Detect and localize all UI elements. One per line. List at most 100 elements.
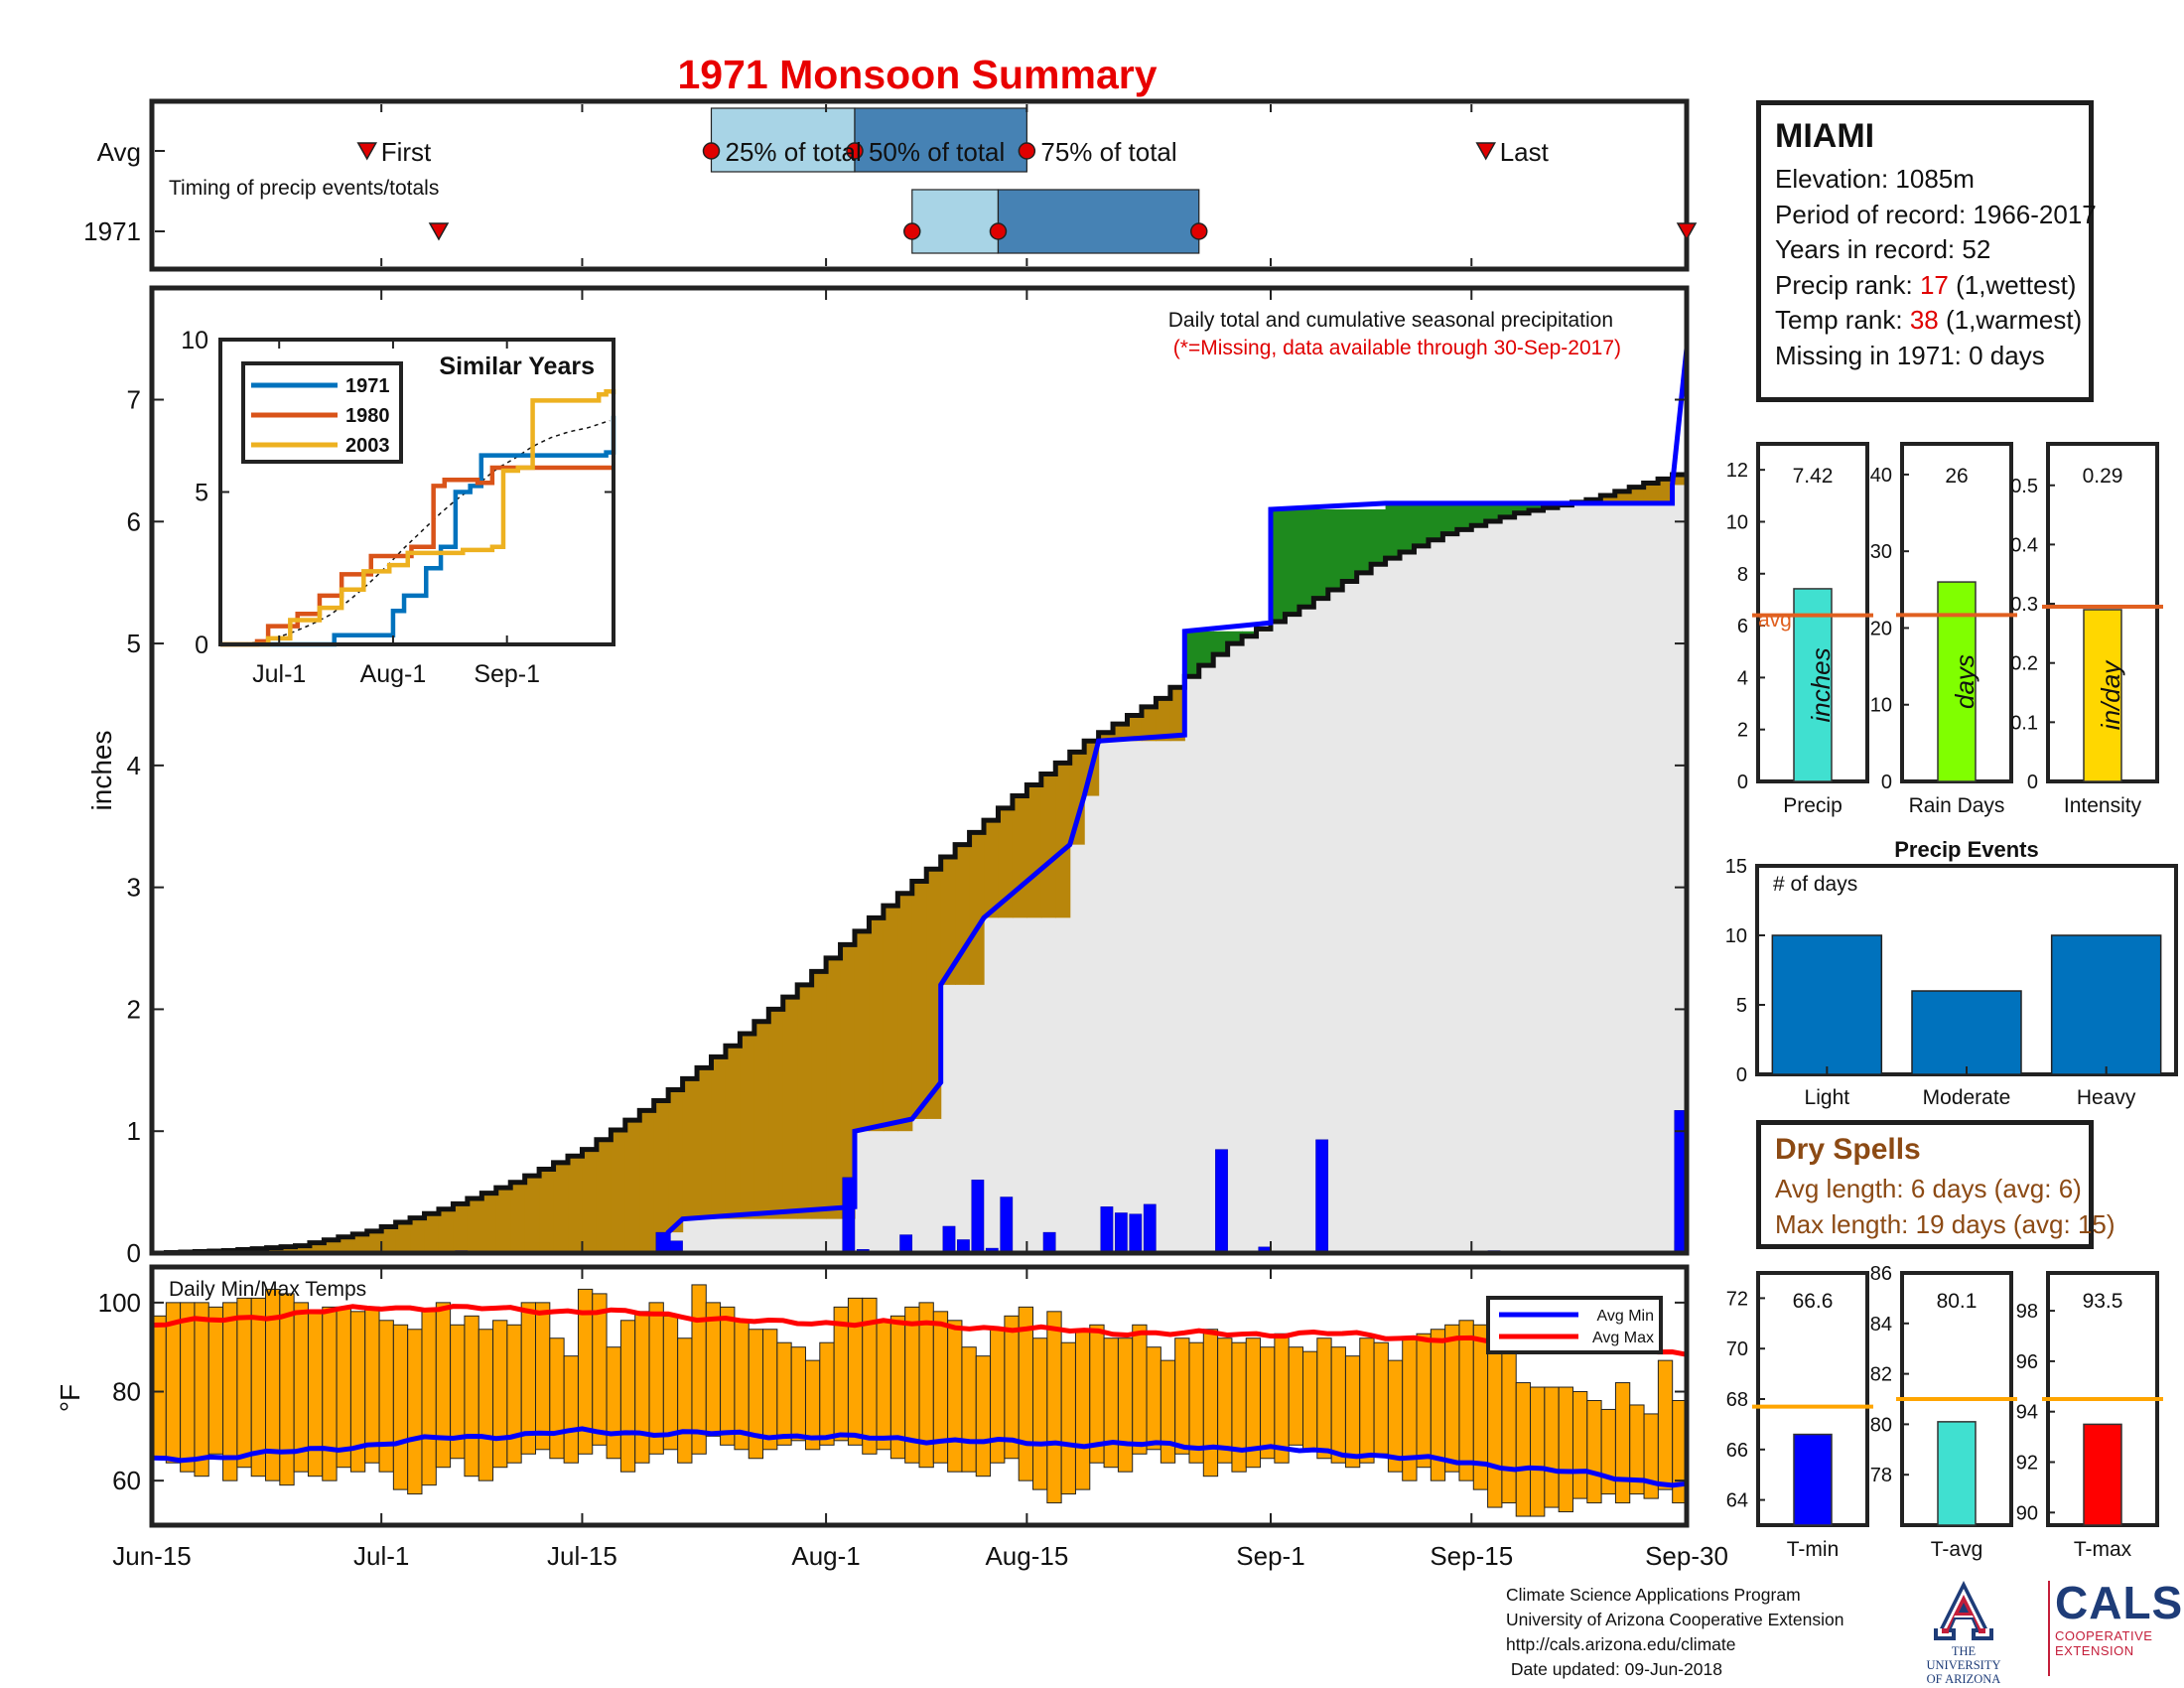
below-avg-area — [338, 1236, 353, 1253]
events-category-label: Moderate — [1923, 1086, 2011, 1109]
daily-temp-bar — [1274, 1333, 1290, 1464]
below-avg-area — [324, 1239, 340, 1253]
inset-series-1980 — [220, 465, 614, 647]
temps-ytick-label: 80 — [112, 1377, 141, 1407]
below-avg-area — [1026, 784, 1042, 918]
below-avg-area — [410, 1217, 426, 1253]
temp-summary-category: T-avg — [1931, 1538, 1983, 1561]
daily-precip-bar — [1114, 1212, 1128, 1254]
above-avg-area — [1529, 502, 1545, 510]
temp-summary-ytick-label: 84 — [1870, 1314, 1892, 1336]
station-name: MIAMI — [1775, 117, 1875, 155]
daily-temp-bar — [961, 1346, 977, 1473]
station-precip-rank: Precip rank: 17 (1,wettest) — [1775, 268, 2089, 304]
timing-avg-q50-marker — [846, 142, 864, 160]
below-avg-area — [611, 1129, 626, 1253]
temp-rank-value: 38 — [1909, 305, 1939, 335]
below-avg-area — [682, 1078, 698, 1219]
precip-rank-note: (1,wettest) — [1948, 269, 2077, 300]
daily-temp-bar — [1600, 1408, 1616, 1495]
cals-word: CALS — [2055, 1577, 2184, 1628]
summary-ytick-label: 0.4 — [2010, 534, 2038, 556]
summary-value-label: 7.42 — [1793, 465, 1834, 488]
events-bar-heavy — [2050, 934, 2162, 1075]
daily-temp-bar — [392, 1324, 409, 1490]
daily-temp-bar — [790, 1346, 806, 1442]
daily-temp-bar — [1558, 1386, 1573, 1513]
daily-temp-bar — [1458, 1320, 1474, 1481]
below-avg-area — [467, 1197, 482, 1253]
legend-avg-min: Avg Min — [1596, 1308, 1654, 1325]
daily-temp-bar — [1160, 1359, 1176, 1464]
temp-summary-value: 93.5 — [2083, 1290, 2123, 1313]
avg-min-line — [151, 1426, 1688, 1488]
daily-temp-bar — [1501, 1346, 1517, 1504]
temp-summary-ytick-label: 86 — [1870, 1263, 1892, 1285]
summary-avg-label: avg — [1758, 609, 1792, 632]
temp-summary-bar-1 — [1937, 1421, 1977, 1526]
main-ytick-label: 1 — [127, 1116, 141, 1146]
below-avg-area — [624, 1120, 640, 1253]
precip-rank-label: Precip rank: — [1775, 269, 1920, 300]
summary-ytick-label: 8 — [1737, 564, 1748, 586]
summary-ytick-label: 0 — [1881, 772, 1892, 793]
below-avg-area — [495, 1188, 511, 1253]
below-avg-area — [1040, 774, 1056, 918]
legend-avg-max: Avg Max — [1592, 1330, 1654, 1346]
footer-line-3[interactable]: http://cals.arizona.edu/climate — [1506, 1634, 1736, 1654]
inset-xtick-label: Jul-1 — [252, 660, 306, 688]
inset-legend-label-1980: 1980 — [345, 405, 390, 427]
below-avg-area — [596, 1139, 612, 1253]
daily-precip-bar — [1315, 1139, 1329, 1254]
timing-band-q50-q75 — [854, 107, 1027, 173]
daily-temp-bar — [378, 1320, 394, 1473]
events-ylabel: # of days — [1773, 873, 1857, 896]
daily-temp-bar — [720, 1306, 736, 1446]
summary-category-label: Rain Days — [1909, 794, 2005, 817]
main-ytick-label: 4 — [127, 751, 141, 780]
cals-sub-1: COOPERATIVE — [2055, 1628, 2153, 1643]
below-avg-area — [639, 1110, 655, 1253]
below-avg-area — [883, 906, 898, 1132]
logo-divider — [2048, 1581, 2050, 1676]
dry-spells-avg: Avg length: 6 days (avg: 6) — [1775, 1174, 2082, 1203]
daily-temp-bar — [435, 1302, 452, 1469]
date-tick-label: Aug-15 — [985, 1541, 1068, 1571]
above-avg-area — [1442, 502, 1458, 534]
precip-summary-bars: 0 2 4 6 8 10 12 7.42 Precip inches 0 10 20 30 40 26 Rain… — [1726, 442, 2163, 817]
daily-temp-bar — [1060, 1341, 1076, 1495]
summary-ytick-label: 0 — [2027, 772, 2038, 793]
daily-temp-bar — [407, 1329, 423, 1495]
summary-ytick-label: 0 — [1737, 772, 1748, 793]
dry-spells-title: Dry Spells — [1775, 1133, 1921, 1166]
events-ytick-label: 5 — [1736, 995, 1747, 1017]
daily-temp-bar — [506, 1324, 522, 1464]
timing-year-q50-marker — [989, 222, 1008, 240]
summary-ytick-label: 0.1 — [2010, 712, 2038, 734]
below-avg-area — [854, 930, 871, 1132]
main-ytick-label: 7 — [127, 385, 141, 415]
below-avg-area — [539, 1169, 555, 1253]
daily-temp-bar — [748, 1329, 764, 1460]
daily-precip-bar — [971, 1180, 985, 1254]
timing-avg-last-marker — [1475, 142, 1497, 161]
daily-temp-bar — [1288, 1346, 1303, 1446]
daily-temp-bar — [336, 1306, 351, 1469]
avg-cumulative-line — [152, 472, 1687, 1256]
temps-ytick-label: 100 — [98, 1288, 141, 1318]
date-tick-label: Sep-30 — [1645, 1541, 1728, 1571]
date-tick-label: Aug-1 — [791, 1541, 860, 1571]
timing-avg-label: Avg — [97, 137, 141, 167]
below-avg-area — [926, 869, 942, 1119]
ua-block-a-icon — [1934, 1581, 1993, 1640]
daily-temp-bar — [662, 1315, 679, 1451]
summary-ytick-label: 0.2 — [2010, 653, 2038, 675]
summary-ytick-label: 0.5 — [2010, 476, 2038, 497]
daily-temp-bar — [634, 1311, 650, 1464]
temp-summary-ytick-label: 98 — [2016, 1301, 2038, 1323]
summary-value-label: 26 — [1945, 465, 1968, 488]
timing-caption: Timing of precip events/totals — [169, 177, 439, 200]
timing-year-q25-marker — [903, 222, 921, 240]
below-avg-area — [424, 1213, 440, 1253]
temp-summary-ytick-label: 78 — [1870, 1465, 1892, 1486]
